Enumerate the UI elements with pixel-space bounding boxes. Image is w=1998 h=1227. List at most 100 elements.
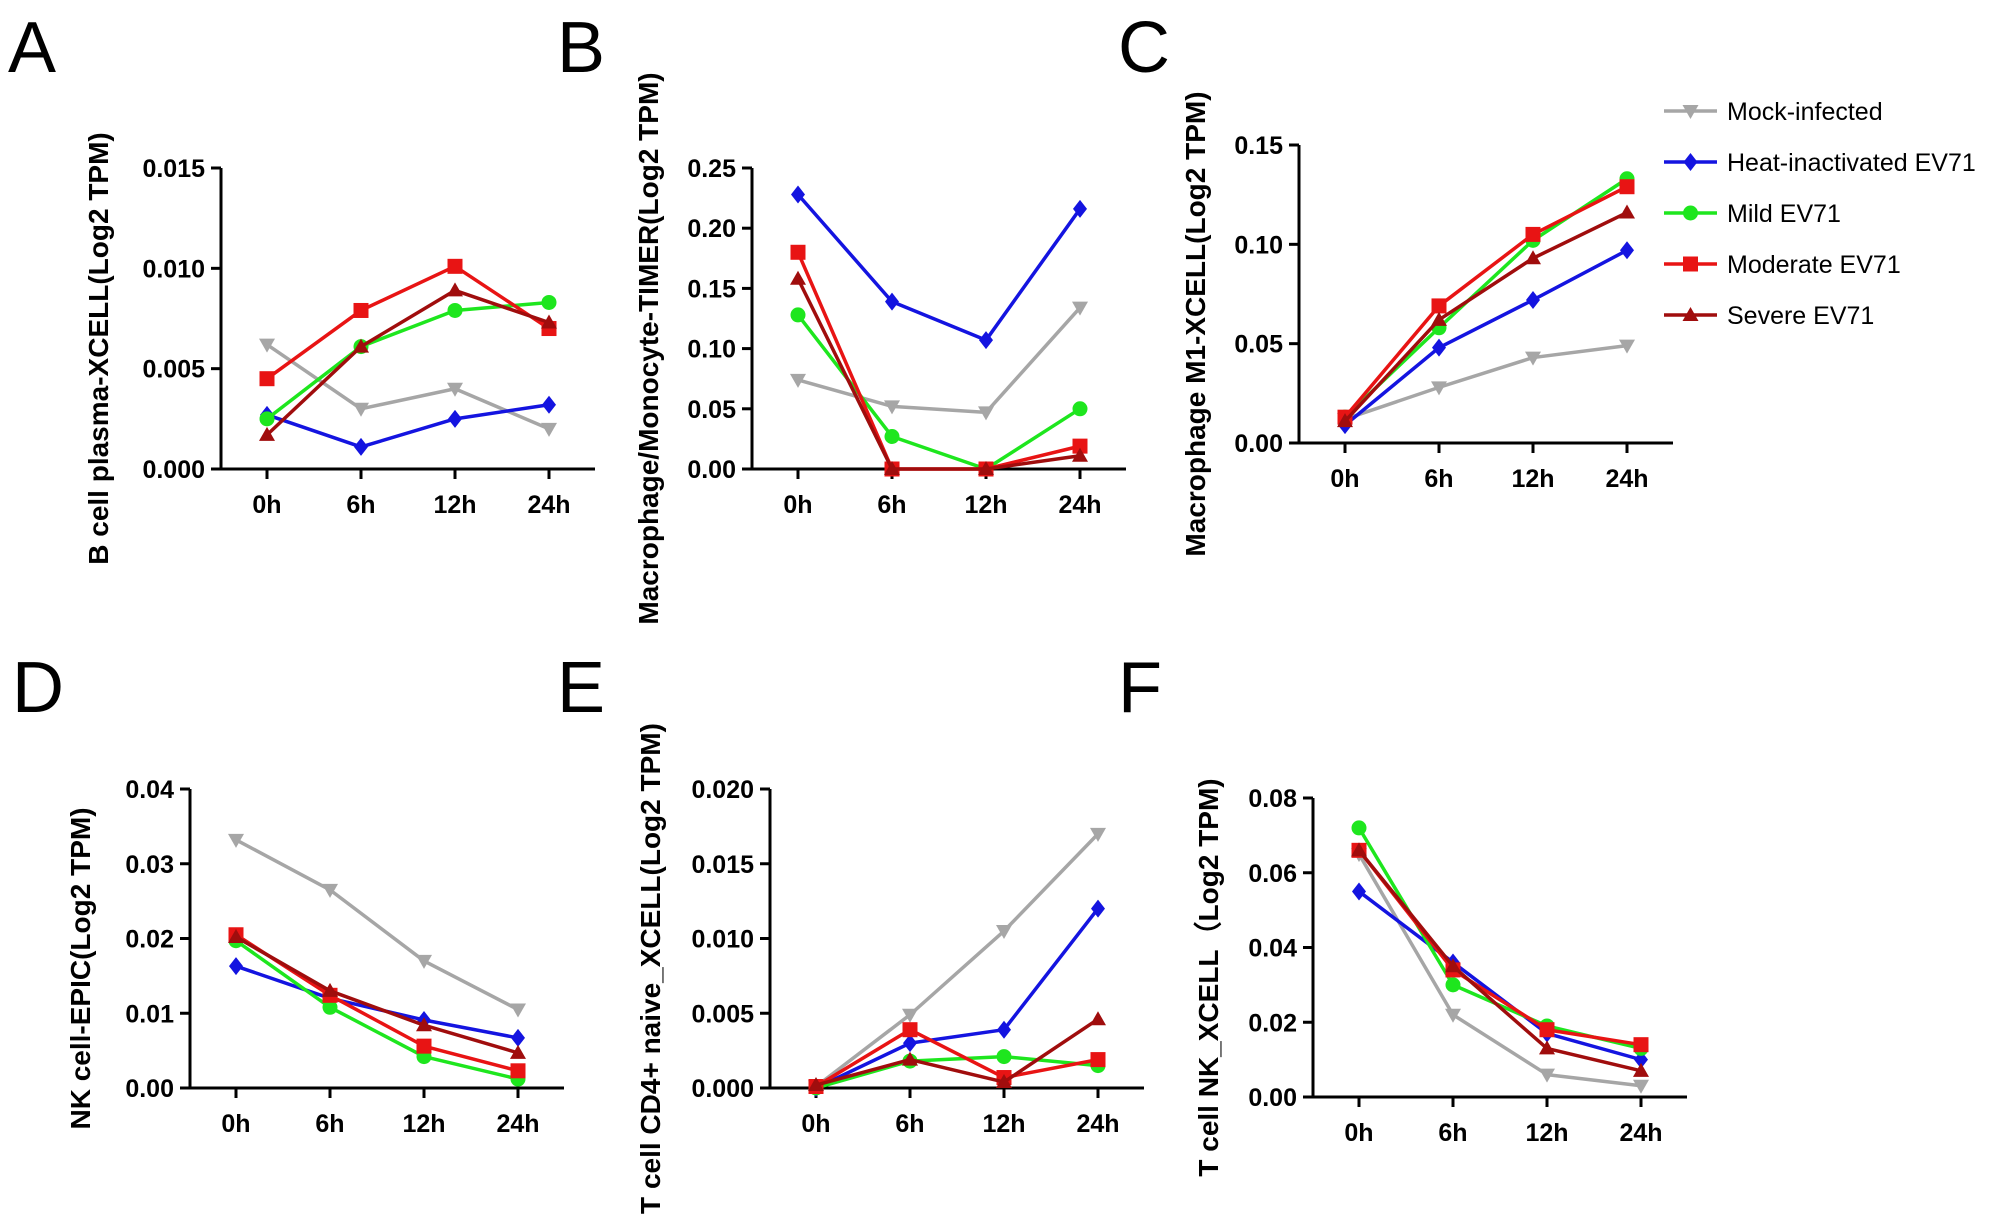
series-severe-ev71 [808,1011,1106,1092]
x-tick-label: 6h [895,1110,924,1138]
series-moderate-ev71 [1337,179,1635,425]
y-tick-label: 0.04 [1248,935,1297,963]
data-point [228,929,244,944]
x-tick-label: 6h [346,491,375,519]
data-point [1525,351,1541,366]
data-point [354,437,368,456]
panel-letter: A [8,8,56,88]
panel-b: B 0.00 0.05 0.10 0.15 0.20 0.25 0h 6h 12h 24h Macro… [557,8,1126,625]
legend-marker [1683,153,1698,171]
data-point [1072,301,1088,316]
x-tick-label: 24h [1619,1119,1662,1147]
data-point [541,422,557,437]
data-point [510,1044,526,1059]
y-tick-label: 0.015 [142,155,205,183]
data-point [1432,338,1446,357]
x-tick-label: 12h [402,1110,445,1138]
series-mild-ev71 [1351,820,1649,1056]
data-point [1090,827,1106,842]
x-tick-label: 0h [801,1110,830,1138]
x-tick-label: 12h [1511,465,1554,493]
y-tick-label: 0.010 [142,255,205,283]
y-tick-label: 0.15 [687,275,736,303]
x-tick-label: 0h [221,1110,250,1138]
data-point [416,954,432,969]
x-tick-label: 12h [964,491,1007,519]
data-point [447,302,463,318]
data-point [416,1038,432,1054]
data-point [1526,290,1540,309]
x-tick-label: 0h [1344,1119,1373,1147]
data-point [542,395,556,414]
legend-entry: Mild EV71 [1664,200,1841,228]
data-point [1072,401,1088,417]
data-point [996,925,1012,940]
series-heat-inactivated-ev71 [260,395,556,456]
series-mock-infected [259,338,557,437]
x-tick-label: 24h [1605,465,1648,493]
series-line [815,907,1100,1090]
y-tick-label: 0.000 [142,456,205,484]
legend-marker [1682,307,1699,321]
data-point [447,382,463,397]
series-line [815,1054,1099,1090]
x-tick-label: 0h [1330,465,1359,493]
y-axis-title: Macrophage/Monocyte-TIMER(Log2 TPM) [633,72,664,624]
legend-entry: Moderate EV71 [1664,251,1901,279]
legend-entry: Mock-infected [1664,98,1883,126]
y-tick-label: 0.10 [1234,231,1283,259]
series-moderate-ev71 [259,258,557,387]
series-line [796,193,1082,342]
series-line [265,288,550,437]
data-point [1091,899,1105,918]
series-line [235,933,519,1073]
series-line [1343,210,1628,423]
legend-marker [1683,205,1698,221]
data-point [447,258,463,274]
data-point [902,1051,918,1066]
data-point [259,338,275,353]
x-tick-label: 24h [527,491,570,519]
legend: Mock-infected Heat-inactivated EV71 Mild E… [1664,98,1976,330]
data-point [1090,1011,1106,1026]
y-tick-label: 0.04 [125,776,174,804]
series-severe-ev71 [790,270,1088,475]
data-point [541,294,557,310]
series-line [1357,853,1642,1088]
x-tick-label: 0h [783,491,812,519]
series-moderate-ev71 [1351,842,1649,1053]
data-point [902,1022,918,1038]
data-point [997,1020,1011,1039]
legend-label: Heat-inactivated EV71 [1727,149,1976,177]
data-point [353,338,369,353]
y-tick-label: 0.03 [125,851,174,879]
panel-c: C 0.00 0.05 0.10 0.15 0h 6h 12h 24h Macrophage M1… [1118,8,1673,557]
series-line [815,1017,1099,1087]
y-tick-label: 0.05 [687,396,736,424]
data-point [791,185,805,204]
y-axis-title: T cell CD4+ naive_XCELL(Log2 TPM) [635,723,666,1214]
data-point [978,461,994,475]
data-point [1337,413,1353,428]
series-line [1357,827,1642,1051]
data-point [228,833,244,848]
data-point [1619,179,1635,195]
series-line [796,277,1081,471]
y-tick-label: 0.005 [691,1000,754,1028]
data-point [902,1008,918,1023]
y-tick-label: 0.02 [1248,1009,1297,1037]
y-tick-label: 0.00 [1234,430,1283,458]
panel-letter: C [1118,8,1170,88]
y-tick-label: 0.00 [1248,1084,1297,1112]
data-point [1090,1052,1106,1068]
data-point [790,307,806,323]
x-tick-label: 6h [315,1110,344,1138]
y-tick-label: 0.15 [1234,132,1283,160]
series-severe-ev71 [228,929,526,1059]
series-line [814,832,1100,1088]
data-point [1445,958,1461,973]
data-point [1351,842,1367,857]
y-tick-label: 0.010 [691,926,754,954]
panel-d: D 0.00 0.01 0.02 0.03 0.04 0h 6h 12h 24h NK cell-E… [12,648,564,1138]
